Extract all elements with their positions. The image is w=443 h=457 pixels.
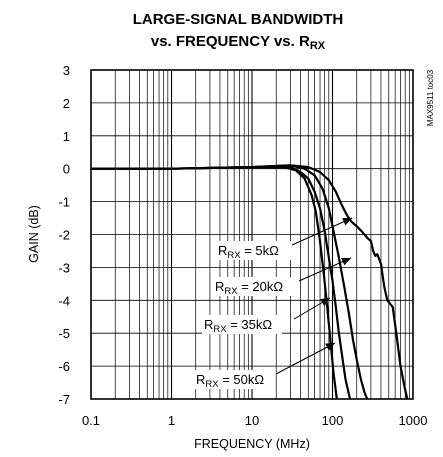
y-tick-label: 0 (63, 162, 70, 177)
annotation-value: = 5kΩ (241, 243, 280, 258)
y-tick-label: 1 (63, 129, 70, 144)
y-tick-label: -6 (58, 359, 70, 374)
annotation-rx20k: RRX = 20kΩ (213, 257, 352, 297)
annotation-sub: RX (224, 286, 238, 297)
x-axis-label: FREQUENCY (MHz) (194, 437, 310, 451)
part-number-note: MAX9511 toc03 (426, 69, 435, 126)
x-tick-label: 10 (245, 413, 259, 428)
annotation-bg (216, 241, 296, 260)
y-tick-label: -3 (58, 260, 70, 275)
annotation-label-rx35k: RRX = 35kΩ (204, 317, 272, 335)
annotation-label-rx20k: RRX = 20kΩ (215, 279, 283, 297)
series-line-rx20k (91, 164, 369, 400)
y-tick-label: -4 (58, 293, 70, 308)
annotation-bg (213, 277, 293, 296)
annotation-rx50k: RRX = 50kΩ (194, 342, 336, 390)
annotation-arrowhead (342, 218, 352, 226)
y-tick-label: -1 (58, 195, 70, 210)
annotation-arrow-line (291, 217, 353, 246)
annotation-rx5k: RRX = 5kΩ (216, 217, 353, 261)
chart-title-line2-sub: RX (310, 40, 326, 52)
x-tick-label: 0.1 (82, 413, 100, 428)
annotation-arrow-line (298, 257, 352, 282)
plot-frame (90, 69, 414, 400)
annotation-label-rx50k: RRX = 50kΩ (196, 372, 264, 390)
annotation-value: = 35kΩ (227, 317, 273, 332)
annotation-sub: RX (205, 379, 219, 390)
y-tick-label: -7 (58, 392, 70, 407)
annotation-label-rx5k: RRX = 5kΩ (218, 243, 279, 261)
series-lines (91, 164, 409, 400)
annotation-sub: RX (227, 250, 241, 261)
annotation-sub: RX (213, 324, 227, 335)
y-tick-label: 2 (63, 96, 70, 111)
x-tick-label: 1000 (399, 413, 428, 428)
annotation-prefix: R (196, 372, 205, 387)
y-tick-label: -5 (58, 326, 70, 341)
annotation-bg (194, 370, 274, 389)
y-tick-label: -2 (58, 228, 70, 243)
annotation-rx35k: RRX = 35kΩ (202, 297, 331, 335)
y-axis-label: GAIN (dB) (27, 205, 41, 263)
x-tick-label: 100 (322, 413, 344, 428)
annotation-value: = 20kΩ (238, 279, 284, 294)
chart-title-line2-text: vs. FREQUENCY vs. R (151, 33, 310, 50)
chart-title-line1: LARGE-SIGNAL BANDWIDTH (133, 11, 344, 28)
y-tick-label: 3 (63, 63, 70, 78)
annotation-prefix: R (204, 317, 213, 332)
series-line-rx5k (91, 164, 409, 400)
annotation-arrow-line (275, 342, 336, 375)
annotation-prefix: R (218, 243, 227, 258)
annotation-prefix: R (215, 279, 224, 294)
annotation-arrowhead (341, 257, 351, 266)
annotation-value: = 50kΩ (219, 372, 265, 387)
annotation-arrowhead (320, 298, 330, 306)
x-tick-label: 1 (168, 413, 175, 428)
annotation-arrowhead (325, 343, 335, 351)
annotation-bg (202, 315, 282, 334)
chart-title-line2: vs. FREQUENCY vs. RRX (151, 33, 326, 52)
series-line-rx50k (91, 166, 338, 400)
